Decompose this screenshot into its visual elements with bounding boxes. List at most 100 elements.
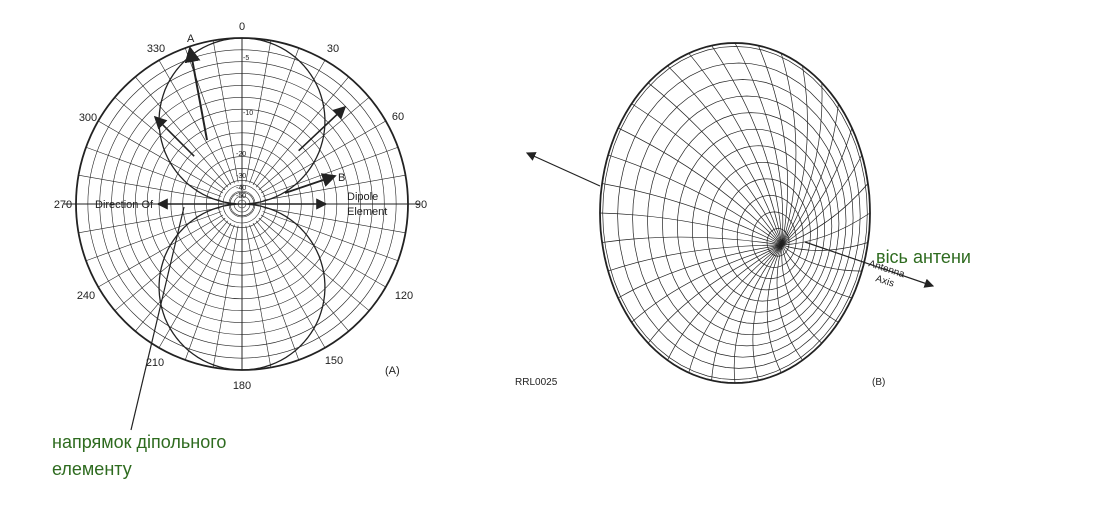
mesh-ring xyxy=(617,62,861,369)
antenna-axis-annotation: вiсь антени xyxy=(876,247,971,267)
figure-code: RRL0025 xyxy=(515,377,558,388)
grid-spoke xyxy=(245,225,272,368)
mesh-meridian xyxy=(781,212,871,246)
panel-label-a: (A) xyxy=(385,365,400,377)
mesh-ring xyxy=(766,228,790,257)
mesh-ring xyxy=(632,79,854,358)
mesh-ring xyxy=(721,178,811,291)
mesh-ring xyxy=(751,211,797,268)
db-label: -30 xyxy=(236,173,246,180)
grid-spoke xyxy=(262,146,399,197)
mesh-ring xyxy=(647,95,847,347)
mesh-ring xyxy=(662,112,840,336)
mesh-meridian xyxy=(781,244,839,323)
grid-spoke xyxy=(263,207,406,234)
mesh-meridian xyxy=(617,244,783,299)
antenna-axis-arrow-back xyxy=(525,152,601,187)
grid-spoke xyxy=(98,120,224,194)
mesh-meridian xyxy=(781,183,869,246)
db-label: -40 xyxy=(236,185,246,192)
grid-spoke xyxy=(260,120,386,194)
grid-spoke xyxy=(258,97,370,191)
marker-b-arrow xyxy=(284,173,337,194)
db-scale: -5 -10 -20 -30 -40 -50 xyxy=(236,55,253,200)
marker-b: B xyxy=(338,172,345,184)
mesh-meridian xyxy=(599,212,783,246)
grid-spoke xyxy=(249,47,300,184)
polar-grid xyxy=(64,37,420,371)
mesh-ring xyxy=(706,161,818,302)
angle-label-300: 300 xyxy=(79,112,97,124)
mesh-meridian xyxy=(688,53,783,246)
grid-spoke xyxy=(158,222,232,348)
mesh-meridian xyxy=(711,244,783,381)
direction-of-label: Direction Of xyxy=(95,199,154,211)
lobe-outline xyxy=(158,38,326,370)
mesh-meridian xyxy=(602,236,783,246)
grid-spoke xyxy=(263,174,406,201)
grid-spoke xyxy=(245,40,272,183)
grid-spoke xyxy=(184,224,235,361)
grid-spoke xyxy=(252,222,326,348)
mesh-meridian xyxy=(647,244,783,344)
mesh-meridian xyxy=(631,103,783,246)
angle-label-0: 0 xyxy=(239,21,245,33)
grid-spoke xyxy=(212,40,239,183)
grid-spoke xyxy=(255,76,349,188)
grid-spoke xyxy=(135,76,229,188)
mesh-meridian xyxy=(776,244,803,361)
grid-spoke xyxy=(260,214,386,288)
mesh-meridian xyxy=(631,244,783,323)
mesh-meridian xyxy=(733,244,783,384)
angle-label-330: 330 xyxy=(147,43,165,55)
grid-spoke xyxy=(158,60,232,186)
polar-pattern-plot: 0 30 60 90 120 150 180 210 240 270 300 3… xyxy=(54,21,427,392)
mesh-meridian xyxy=(781,154,863,246)
dipole-direction-annotation: напрямок дiпольного xyxy=(52,432,226,452)
lobe-arrow xyxy=(153,115,195,157)
panel-label-b: (B) xyxy=(872,377,885,388)
element-label: Element xyxy=(347,206,387,218)
mesh-meridian xyxy=(752,244,783,381)
mesh-ring xyxy=(692,145,825,313)
angle-label-60: 60 xyxy=(392,111,404,123)
angle-label-240: 240 xyxy=(77,290,95,302)
marker-a-arrow xyxy=(184,46,208,141)
grid-spoke xyxy=(85,211,222,262)
mesh-ring xyxy=(736,194,804,279)
torus-mesh xyxy=(599,42,871,384)
mesh-meridian xyxy=(607,154,783,246)
mesh-meridian xyxy=(781,244,823,344)
mesh-ring xyxy=(602,46,868,380)
translation-annotations: напрямок дiпольного елементу вiсь антени xyxy=(52,206,971,479)
mesh-meridian xyxy=(780,53,797,246)
mesh-meridian xyxy=(781,103,839,246)
db-label: -10 xyxy=(243,110,253,117)
grid-spoke xyxy=(85,146,222,197)
mesh-meridian xyxy=(617,127,783,246)
mesh-meridian xyxy=(647,82,783,246)
mesh-meridian xyxy=(734,42,784,246)
grid-spoke xyxy=(98,214,224,288)
grid-spoke xyxy=(262,211,399,262)
grid-spoke xyxy=(212,225,239,368)
db-label: -5 xyxy=(243,55,249,62)
angle-label-270: 270 xyxy=(54,199,72,211)
mesh-meridian xyxy=(667,65,783,246)
db-label: -50 xyxy=(236,193,246,200)
dipole-pointer-line xyxy=(130,206,185,431)
db-label: -20 xyxy=(236,151,246,158)
grid-spoke xyxy=(249,224,300,361)
dipole-label: Dipole xyxy=(347,191,378,203)
mesh-meridian xyxy=(711,45,783,246)
mesh-meridian xyxy=(781,127,853,246)
grid-spoke xyxy=(184,47,235,184)
antenna-axis-arrow-front xyxy=(804,241,935,288)
angle-label-90: 90 xyxy=(415,199,427,211)
dipole-direction-annotation-2: елементу xyxy=(52,459,132,479)
lobe-arrow xyxy=(298,105,347,152)
grid-spoke xyxy=(78,174,221,201)
angle-label-210: 210 xyxy=(146,357,164,369)
angle-label-150: 150 xyxy=(325,355,343,367)
